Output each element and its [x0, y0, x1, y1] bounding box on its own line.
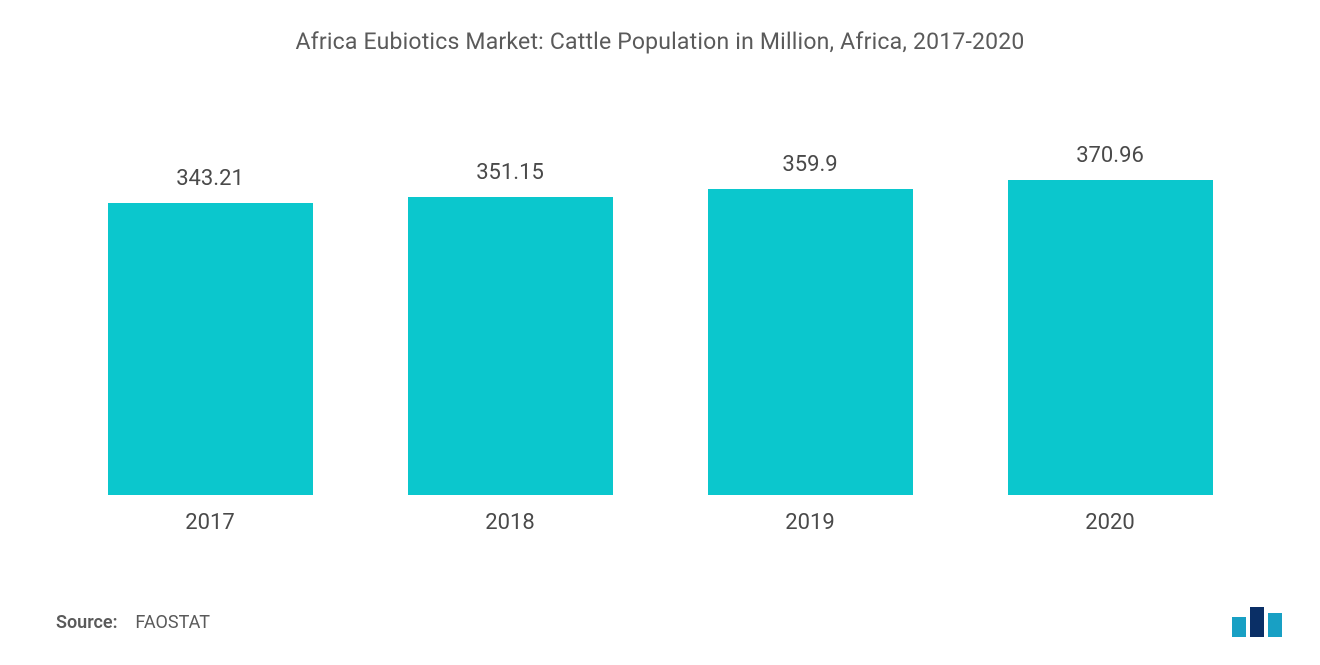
bar-value-label: 351.15	[476, 160, 544, 185]
bar-group: 359.9	[700, 152, 920, 495]
bar	[1008, 180, 1213, 495]
bar-value-label: 343.21	[176, 166, 244, 191]
x-axis-label: 2018	[400, 510, 620, 535]
source-line: Source: FAOSTAT	[56, 612, 210, 633]
chart-container: Africa Eubiotics Market: Cattle Populati…	[0, 0, 1320, 665]
bar-value-label: 370.96	[1076, 143, 1144, 168]
chart-title: Africa Eubiotics Market: Cattle Populati…	[0, 0, 1320, 55]
bar-group: 351.15	[400, 160, 620, 495]
bar	[108, 203, 313, 495]
bar	[408, 197, 613, 495]
x-axis-label: 2017	[100, 510, 320, 535]
bar-value-label: 359.9	[782, 152, 837, 177]
brand-logo-icon	[1232, 603, 1286, 637]
source-label: Source:	[56, 612, 118, 633]
bar-group: 343.21	[100, 166, 320, 495]
bar-group: 370.96	[1000, 143, 1220, 495]
x-axis-labels: 2017 2018 2019 2020	[60, 510, 1260, 535]
x-axis-label: 2020	[1000, 510, 1220, 535]
x-axis-label: 2019	[700, 510, 920, 535]
plot-area: 343.21351.15359.9370.96	[60, 155, 1260, 495]
source-value: FAOSTAT	[135, 612, 210, 633]
bar	[708, 189, 913, 495]
